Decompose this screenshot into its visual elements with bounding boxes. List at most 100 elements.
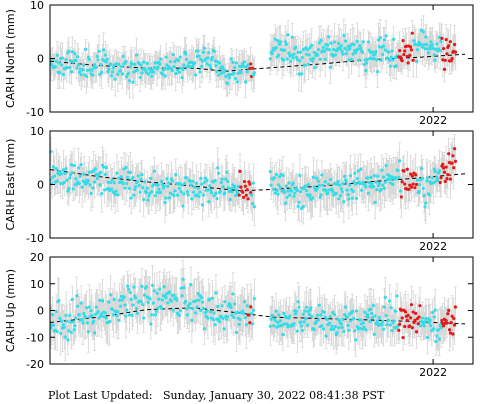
data-point	[93, 63, 97, 67]
data-point	[208, 188, 213, 192]
data-point	[269, 183, 273, 187]
data-point	[141, 186, 145, 190]
data-point	[233, 66, 237, 70]
recent-data-point	[400, 59, 404, 63]
recent-data-point	[398, 49, 402, 53]
data-point	[310, 196, 315, 200]
data-point	[285, 57, 289, 61]
data-point	[223, 191, 227, 195]
data-point	[358, 44, 362, 48]
data-point	[167, 181, 171, 185]
data-point	[82, 63, 86, 67]
data-point	[198, 190, 202, 194]
data-point	[225, 81, 230, 85]
data-point	[298, 59, 302, 63]
data-point	[132, 193, 136, 197]
data-point	[297, 72, 301, 76]
data-point	[99, 62, 103, 67]
data-point	[296, 204, 300, 208]
data-point	[116, 193, 120, 197]
data-point	[424, 201, 428, 205]
recent-data-point	[403, 49, 407, 53]
data-point	[144, 191, 148, 195]
data-point	[376, 174, 380, 178]
data-point	[306, 182, 310, 187]
data-point	[364, 185, 368, 189]
data-point	[51, 165, 56, 169]
data-point	[179, 190, 183, 194]
data-point	[61, 168, 65, 172]
data-point	[202, 46, 206, 50]
data-point	[208, 184, 212, 188]
data-point	[183, 181, 187, 186]
data-point	[375, 188, 379, 192]
data-point	[291, 56, 295, 60]
data-point	[344, 52, 348, 56]
data-point	[180, 76, 184, 80]
data-point	[432, 53, 436, 57]
data-point	[170, 68, 174, 73]
data-point	[127, 186, 132, 191]
data-point	[286, 33, 290, 37]
data-point	[381, 44, 386, 48]
data-point	[289, 189, 294, 193]
recent-data-point	[405, 54, 409, 59]
panel-1: -10 0 10 2022 CARH North (mm)	[4, 0, 474, 127]
recent-data-point	[407, 187, 411, 191]
data-point	[376, 70, 380, 74]
data-point	[292, 52, 296, 56]
data-point	[91, 186, 95, 190]
data-point	[398, 159, 402, 163]
data-point	[93, 180, 97, 184]
data-point	[338, 194, 343, 198]
data-point	[298, 173, 302, 178]
data-point	[84, 47, 88, 51]
data-point	[55, 53, 59, 57]
data-point	[145, 61, 149, 66]
data-point	[348, 183, 352, 187]
data-point	[109, 187, 114, 191]
data-point	[61, 73, 65, 77]
data-point	[165, 177, 169, 181]
data-point	[154, 61, 158, 65]
data-point	[121, 182, 125, 186]
x-tick-label: 2022	[419, 114, 447, 127]
data-point	[226, 186, 231, 190]
data-point	[70, 171, 74, 175]
data-point	[75, 66, 79, 70]
data-point	[133, 62, 137, 66]
data-point	[329, 41, 333, 45]
data-point	[236, 184, 240, 189]
data-point	[199, 176, 203, 180]
data-point	[190, 197, 194, 201]
data-point	[284, 42, 288, 47]
data-point	[227, 189, 231, 193]
recent-data-point	[442, 67, 447, 71]
data-point	[193, 73, 198, 77]
data-point	[373, 200, 377, 205]
data-point	[288, 193, 292, 197]
data-point	[381, 175, 386, 179]
data-point	[127, 79, 132, 83]
y-tick-label: -10	[26, 232, 44, 245]
data-point	[268, 169, 272, 174]
data-point	[276, 192, 280, 196]
recent-data-point	[445, 177, 449, 181]
data-point	[324, 188, 328, 192]
y-tick-label: 0	[37, 53, 44, 66]
data-point	[109, 74, 114, 78]
data-point	[396, 168, 400, 173]
data-point	[69, 70, 74, 74]
data-point	[215, 69, 219, 74]
data-point	[325, 47, 329, 51]
y-axis-label: CARH East (mm)	[4, 139, 17, 231]
data-point	[162, 67, 166, 71]
data-point	[163, 74, 167, 78]
data-point	[220, 177, 224, 181]
data-point	[422, 193, 426, 198]
data-point	[197, 54, 201, 58]
recent-data-point	[402, 169, 406, 173]
data-point	[131, 175, 135, 180]
data-point	[252, 71, 256, 75]
data-point	[109, 180, 113, 185]
